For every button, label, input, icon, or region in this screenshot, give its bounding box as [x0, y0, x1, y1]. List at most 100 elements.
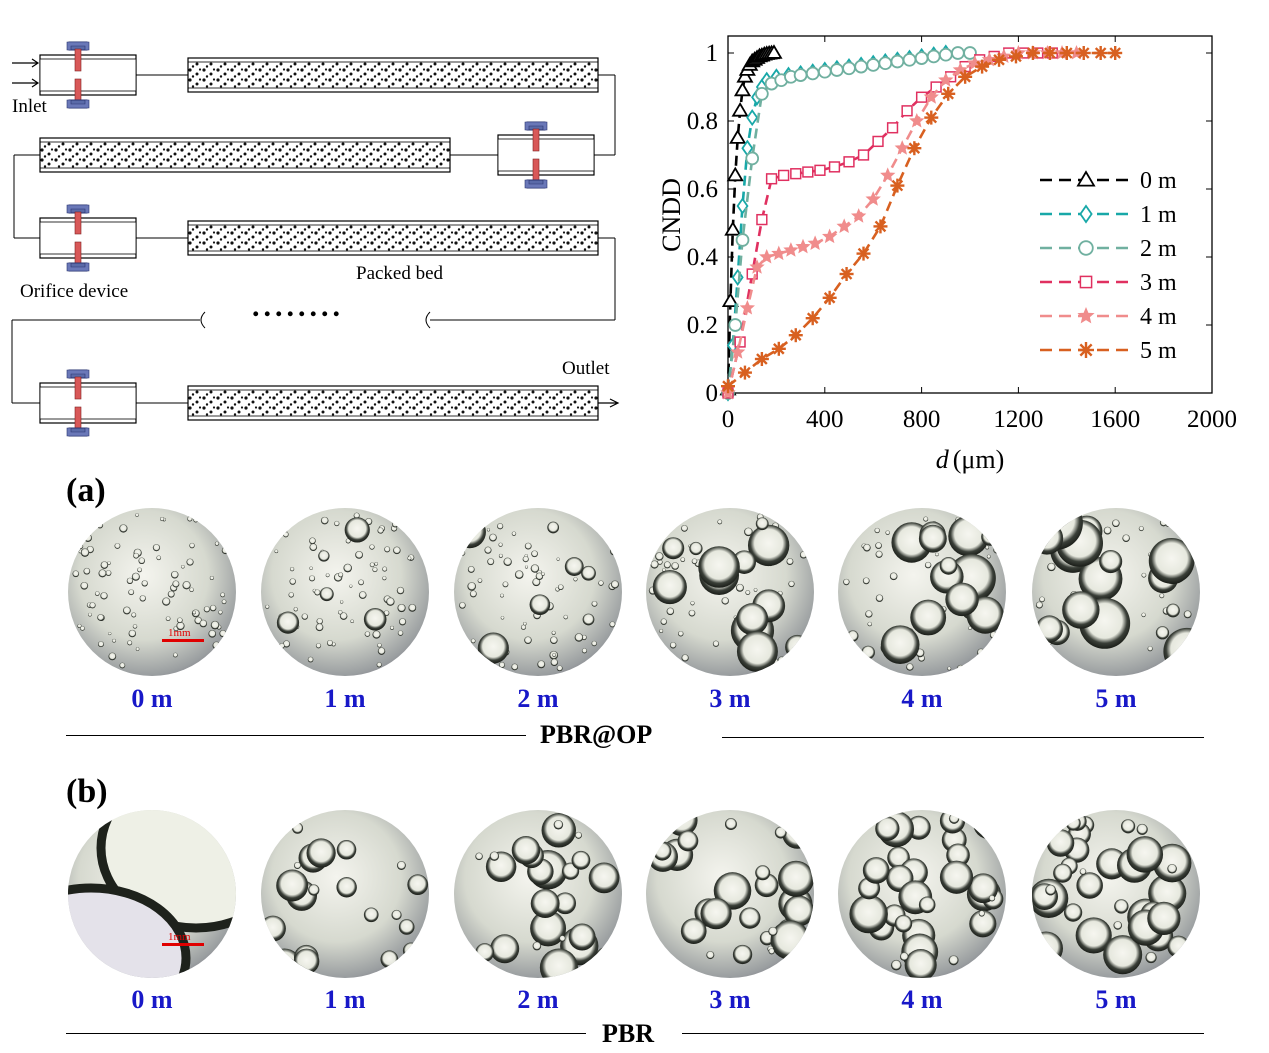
data-point	[1010, 50, 1022, 63]
scale-bar-label-a: 1mm	[168, 627, 191, 639]
orifice-device-1	[39, 41, 137, 109]
panel-b-label-4: 4 m	[901, 985, 943, 1014]
data-point	[842, 61, 856, 76]
y-tick-label: 0.8	[687, 108, 718, 135]
data-point	[963, 46, 977, 60]
panel-b-title: PBR	[602, 1019, 654, 1048]
data-point	[726, 166, 744, 182]
legend-entry: 0 m	[1040, 168, 1177, 194]
data-point	[923, 89, 939, 104]
data-point	[951, 46, 965, 60]
y-tick-label: 0.6	[687, 176, 718, 203]
data-point	[993, 54, 1005, 66]
data-point	[765, 44, 783, 59]
data-point	[739, 366, 751, 379]
legend-label: 4 m	[1140, 304, 1177, 330]
inlet-arrow-1	[12, 58, 40, 68]
legend-label: 5 m	[1140, 338, 1177, 364]
data-point	[836, 218, 852, 233]
y-tick-label: 0.2	[687, 312, 718, 339]
panel-a-label-5: 5 m	[1095, 684, 1137, 713]
chart-ticks: 0 400 800 1200 1600 2000 0 0.2 0.4 0.6 0.8 1	[687, 36, 1237, 433]
panel-b-label-2: 2 m	[517, 985, 559, 1014]
data-point	[854, 59, 868, 74]
data-point	[886, 122, 899, 134]
panel-a-rule-left	[66, 735, 526, 736]
series-3-m	[722, 47, 1058, 399]
panel-b-label-0: 0 m	[131, 985, 173, 1014]
legend-entry: 1 m	[1040, 202, 1177, 228]
data-point	[942, 88, 955, 100]
data-point	[1079, 204, 1093, 224]
data-point	[908, 142, 921, 154]
data-point	[746, 268, 758, 280]
y-tick-label: 0	[706, 380, 719, 407]
micrograph-a-4	[838, 508, 1006, 676]
micrograph-b-3	[646, 810, 814, 978]
legend-label: 3 m	[1140, 270, 1177, 296]
data-point	[938, 47, 953, 62]
y-tick-label: 1	[706, 40, 719, 67]
data-point	[729, 129, 747, 144]
x-axis-label-unit: (μm)	[953, 445, 1004, 474]
ellipsis: ........	[252, 290, 344, 323]
panel-a-rule-right	[722, 737, 1204, 738]
data-point	[1079, 275, 1093, 289]
legend-entry: 4 m	[1040, 304, 1177, 330]
legend-entry: 2 m	[1040, 236, 1177, 262]
data-point	[894, 140, 910, 155]
y-axis-label: CNDD	[657, 178, 686, 252]
data-point	[1077, 47, 1090, 59]
panel-a-label-4: 4 m	[901, 684, 943, 713]
data-point	[721, 292, 739, 308]
data-point	[850, 208, 867, 223]
scale-bar-a	[162, 639, 204, 642]
inlet-label: Inlet	[12, 96, 47, 117]
data-point	[807, 235, 823, 250]
x-tick-label: 1600	[1090, 406, 1140, 433]
data-point	[755, 86, 769, 101]
data-point	[874, 220, 887, 233]
packed-bed-label: Packed bed	[356, 263, 444, 284]
legend-label: 1 m	[1140, 202, 1177, 228]
micrograph-a-3	[646, 508, 814, 676]
micrograph-b-2	[454, 810, 622, 978]
data-point	[814, 164, 826, 176]
outlet-label: Outlet	[562, 358, 610, 379]
micrograph-b-4	[838, 810, 1006, 978]
data-point	[793, 68, 808, 82]
series-5-m	[721, 46, 1123, 394]
data-point	[866, 58, 881, 72]
orifice-device-4	[39, 369, 137, 437]
data-point	[976, 60, 988, 73]
data-point	[749, 259, 765, 274]
data-point	[938, 72, 954, 87]
panel-a-micrographs: 1mm	[0, 508, 1269, 676]
data-point	[795, 238, 811, 254]
packed-bed-4	[187, 385, 599, 421]
data-point	[872, 135, 884, 148]
data-point	[1076, 170, 1096, 187]
cndd-chart: 0 400 800 1200 1600 2000 0 0.2 0.4 0.6 0.8 1 0 m 1 m…	[657, 35, 1237, 474]
x-tick-label: 2000	[1187, 406, 1237, 433]
data-point	[756, 353, 768, 365]
panel-b-labels: 0 m 1 m 2 m 3 m 4 m 5 m	[0, 985, 1269, 1019]
data-point	[878, 56, 893, 71]
micrograph-b-5	[1032, 810, 1200, 978]
panel-b-micrographs: 1mm	[0, 810, 1269, 978]
outlet-arrow	[598, 398, 620, 408]
scale-bar-label-b: 1mm	[168, 931, 191, 943]
data-point	[724, 221, 742, 236]
legend-label: 2 m	[1140, 236, 1177, 262]
data-point	[802, 166, 814, 178]
data-point	[959, 71, 971, 83]
data-point	[729, 344, 746, 359]
micrograph-a-5	[1032, 508, 1200, 676]
data-point	[1094, 47, 1107, 59]
panel-b-label-1: 1 m	[324, 985, 366, 1014]
panel-a-label-1: 1 m	[324, 684, 366, 713]
data-point	[731, 102, 749, 117]
legend-entry: 5 m	[1040, 338, 1177, 364]
data-point	[891, 179, 904, 192]
data-point	[915, 91, 928, 103]
